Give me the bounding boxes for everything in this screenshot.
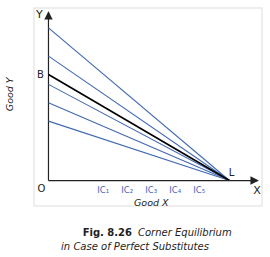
plot-area xyxy=(48,28,229,181)
indifference-curve xyxy=(48,28,229,181)
y-axis xyxy=(48,12,49,181)
x-axis-label: Good X xyxy=(134,197,169,208)
origin-label: O xyxy=(38,183,46,194)
caption-line: in Case of Perfect Substitutes xyxy=(61,241,209,252)
indifference-curve xyxy=(48,103,229,181)
curve-label: IC₁ xyxy=(97,185,109,195)
y-axis-label: Good Y xyxy=(4,76,15,111)
budget-intercept-label: B xyxy=(37,69,44,80)
title: Fig. 8.26 xyxy=(83,227,132,238)
curve-label: IC₂ xyxy=(121,185,133,195)
curve-label: IC₅ xyxy=(193,185,205,195)
x-axis-letter: X xyxy=(253,184,261,197)
curve-label: IC₄ xyxy=(169,185,181,195)
subtitle: Corner Equilibrium xyxy=(138,227,232,238)
chart: O X Y B L IC₁ IC₂ IC₃ IC₄ IC₅ Good X Good Y Fig. 8.2… xyxy=(0,0,270,257)
y-axis-letter: Y xyxy=(35,8,43,21)
indifference-curve xyxy=(48,84,229,180)
curve-label: IC₃ xyxy=(145,185,157,195)
plot-frame xyxy=(34,8,262,206)
indifference-curve xyxy=(48,121,229,180)
budget-end-label: L xyxy=(229,167,235,178)
budget-line xyxy=(48,74,229,180)
indifference-curve xyxy=(48,56,229,180)
